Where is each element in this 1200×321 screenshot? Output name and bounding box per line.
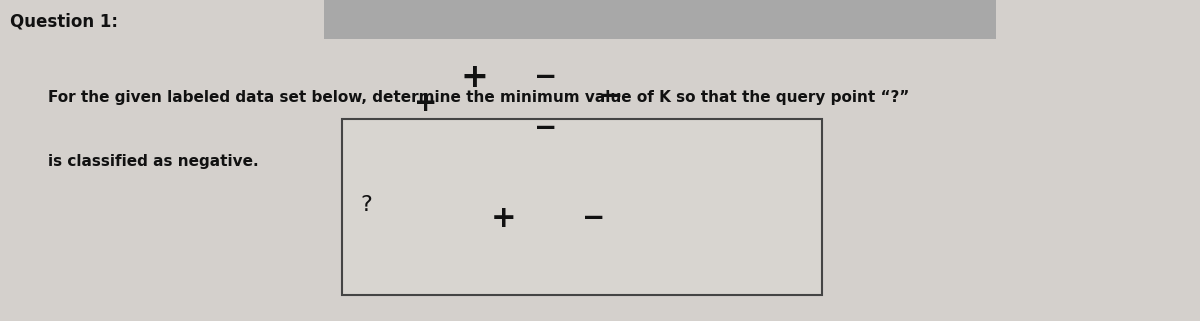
Text: ?: ?: [360, 195, 372, 215]
Text: −: −: [582, 204, 606, 232]
FancyBboxPatch shape: [342, 119, 822, 295]
Text: −: −: [600, 82, 624, 110]
Text: +: +: [414, 89, 438, 117]
Text: +: +: [491, 204, 517, 233]
Text: For the given labeled data set below, determine the minimum value of K so that t: For the given labeled data set below, de…: [48, 90, 910, 105]
Text: +: +: [460, 61, 488, 93]
Text: is classified as negative.: is classified as negative.: [48, 154, 259, 169]
FancyBboxPatch shape: [324, 0, 996, 39]
Text: −: −: [534, 114, 558, 143]
Text: −: −: [534, 63, 558, 91]
Text: Question 1:: Question 1:: [10, 13, 118, 31]
